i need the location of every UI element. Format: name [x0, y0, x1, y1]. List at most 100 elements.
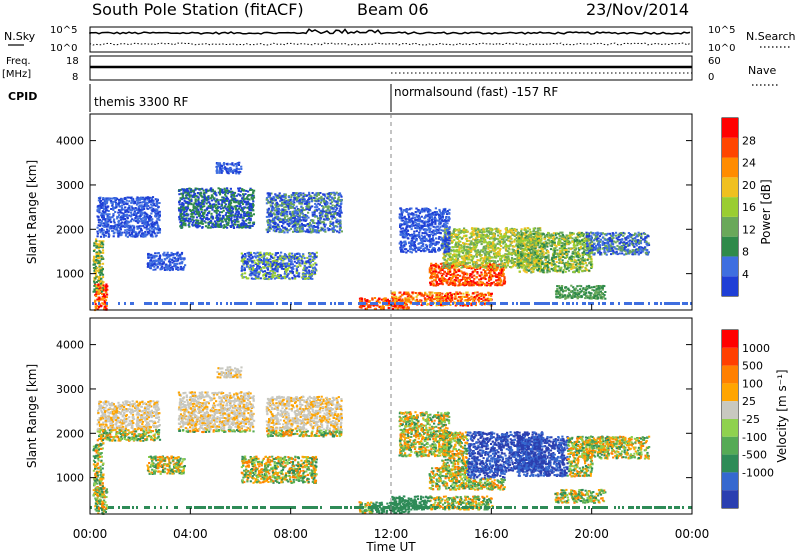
data-cell: [450, 294, 453, 296]
data-cell: [95, 240, 98, 243]
data-cell: [307, 216, 310, 219]
data-cell: [272, 263, 275, 266]
data-cell: [334, 192, 337, 195]
data-cell: [123, 221, 126, 224]
data-cell: [148, 220, 151, 223]
data-cell: [111, 230, 115, 233]
data-cell: [265, 198, 268, 201]
data-cell: [304, 220, 307, 222]
data-cell: [101, 249, 105, 252]
data-cell: [500, 280, 503, 283]
data-cell: [201, 218, 204, 220]
data-cell: [204, 188, 208, 191]
data-cell: [213, 197, 216, 200]
data-cell: [216, 199, 219, 202]
data-cell: [237, 220, 240, 223]
data-cell: [439, 269, 442, 272]
data-cell: [131, 231, 134, 234]
data-cell: [136, 234, 139, 237]
data-cell: [456, 277, 459, 280]
data-cell: [206, 216, 209, 219]
data-cell: [143, 232, 146, 235]
data-cell: [102, 303, 105, 306]
data-cell: [298, 263, 301, 266]
data-cell: [250, 215, 253, 217]
data-cell: [146, 262, 149, 265]
nsearch-tick-bottom: 10^0: [708, 43, 735, 54]
data-cell: [313, 222, 316, 225]
data-cell: [138, 211, 141, 214]
data-cell: [155, 228, 158, 231]
data-cell: [274, 209, 277, 212]
data-cell: [95, 238, 98, 241]
data-cell: [112, 200, 115, 203]
data-cell: [95, 289, 98, 291]
data-cell: [110, 208, 113, 210]
frequency-panel: Freq. [MHz] 18 8 60 0 Nave: [2, 55, 778, 86]
data-cell: [113, 200, 117, 203]
data-cell: [143, 234, 147, 237]
data-cell: [310, 230, 314, 233]
data-cell: [119, 228, 122, 231]
data-cell: [101, 246, 104, 249]
data-cell: [224, 189, 227, 192]
data-cell: [214, 225, 217, 228]
data-cell: [244, 255, 247, 258]
data-cell: [192, 189, 195, 192]
data-cell: [98, 229, 101, 232]
data-cell: [170, 268, 173, 271]
data-cell: [445, 272, 448, 275]
data-cell: [194, 222, 197, 224]
data-cell: [456, 274, 459, 276]
data-cell: [129, 225, 132, 228]
data-cell: [138, 204, 141, 207]
data-cell: [107, 235, 110, 238]
data-cell: [217, 223, 220, 226]
data-cell: [239, 205, 242, 207]
data-cell: [97, 199, 100, 202]
data-cell: [158, 254, 162, 257]
data-cell: [124, 234, 128, 237]
data-cell: [416, 294, 419, 297]
data-cell: [366, 299, 369, 302]
data-cell: [176, 266, 180, 269]
data-cell: [280, 198, 283, 201]
data-cell: [199, 188, 202, 191]
data-cell: [265, 260, 268, 263]
data-cell: [101, 227, 104, 230]
data-cell: [291, 252, 294, 255]
data-cell: [328, 195, 332, 198]
data-cell: [154, 255, 157, 258]
data-cell: [203, 191, 206, 194]
data-cell: [252, 221, 255, 224]
data-cell: [240, 269, 243, 272]
data-cell: [273, 256, 276, 259]
data-cell: [293, 214, 296, 217]
data-cell: [307, 277, 310, 280]
data-cell: [314, 268, 317, 271]
data-cell: [287, 259, 291, 262]
data-cell: [480, 271, 483, 274]
data-cell: [449, 281, 452, 284]
data-cell: [448, 270, 452, 273]
data-cell: [153, 227, 156, 229]
data-cell: [424, 298, 427, 301]
data-cell: [472, 300, 475, 303]
data-cell: [114, 198, 117, 201]
data-cell: [339, 226, 342, 229]
data-cell: [147, 218, 151, 221]
data-cell: [140, 198, 143, 201]
data-cell: [431, 294, 434, 297]
data-cell: [98, 268, 102, 271]
data-cell: [141, 201, 144, 204]
data-cell: [156, 223, 159, 226]
data-cell: [483, 272, 486, 275]
data-cell: [322, 223, 325, 226]
data-cell: [391, 307, 395, 310]
data-cell: [306, 205, 309, 208]
data-cell: [322, 200, 326, 203]
data-cell: [143, 226, 146, 229]
data-cell: [217, 213, 220, 216]
data-cell: [484, 278, 487, 281]
